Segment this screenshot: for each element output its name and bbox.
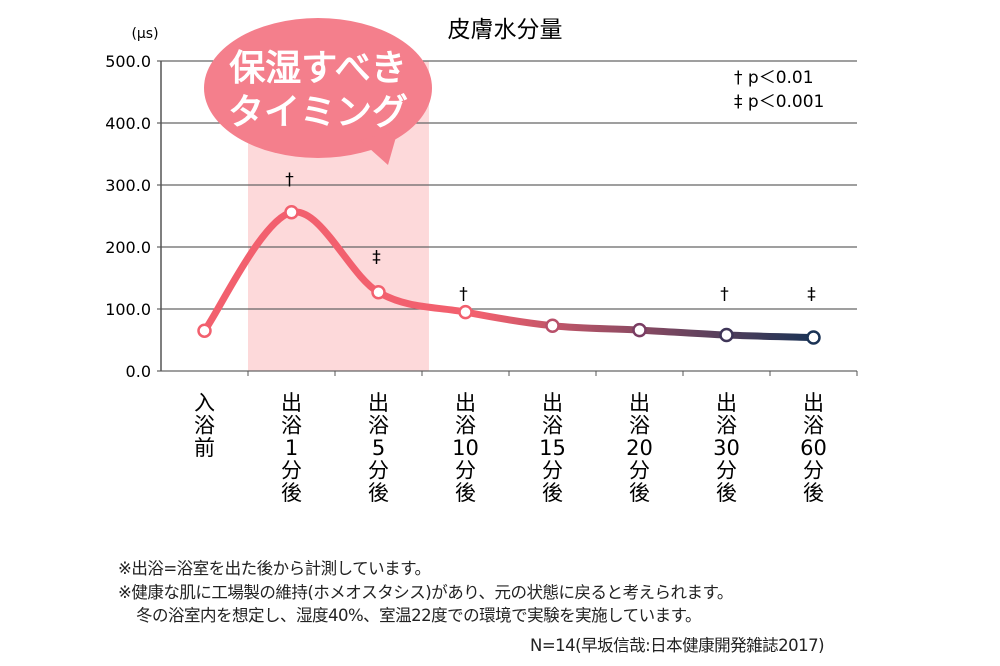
x-tick-label: 浴 <box>716 414 737 438</box>
data-point <box>197 323 212 338</box>
x-tick-label: 浴 <box>542 414 563 438</box>
x-tick-label: 浴 <box>803 414 824 438</box>
chart: 0.0 100.0 200.0 300.0 400.0 500.0 † ‡ † † ‡ 保湿すべき… <box>105 17 858 505</box>
x-tick-label: 後 <box>629 481 650 505</box>
callout-line-1: 保湿すべき <box>229 48 406 89</box>
x-tick-label: 出 <box>716 391 737 415</box>
x-tick-label: 出 <box>368 391 389 415</box>
note-1: ※出浴=浴室を出た後から計測しています。 <box>118 559 431 578</box>
data-point <box>806 330 821 345</box>
x-tick-label: 後 <box>803 481 824 505</box>
x-tick-label: 後 <box>368 481 389 505</box>
x-tick-label: 浴 <box>455 414 476 438</box>
x-tick-label: 分 <box>368 459 389 483</box>
x-tick-label: 60 <box>800 436 827 460</box>
chart-title: 皮膚水分量 <box>448 17 563 43</box>
source: N=14(早坂信哉:日本健康開発雑誌2017) <box>530 636 825 655</box>
x-tick-label: 30 <box>713 436 740 460</box>
y-tick-label: 400.0 <box>105 114 151 133</box>
significance-mark: † <box>285 170 294 190</box>
callout-bubble: 保湿すべき タイミング <box>204 18 432 165</box>
y-tick-label: 500.0 <box>105 52 151 71</box>
data-point <box>284 205 299 220</box>
y-tick-label: 100.0 <box>105 300 151 319</box>
x-tick-label: 1 <box>285 436 298 460</box>
x-tick-label: 5 <box>372 436 385 460</box>
x-tick-label: 15 <box>539 436 566 460</box>
significance-mark: ‡ <box>807 285 816 305</box>
y-unit-label: (μs) <box>131 26 158 42</box>
x-tick-label: 出 <box>281 391 302 415</box>
x-tick-label: 入 <box>194 391 215 415</box>
significance-mark: † <box>459 285 468 305</box>
x-tick-label: 浴 <box>368 414 389 438</box>
x-tick-label: 分 <box>542 459 563 483</box>
x-tick-label: 後 <box>542 481 563 505</box>
y-tick-label: 0.0 <box>126 362 151 381</box>
x-tick-label: 出 <box>455 391 476 415</box>
significance-mark: ‡ <box>372 248 381 268</box>
x-tick-label: 後 <box>455 481 476 505</box>
y-tick-label: 300.0 <box>105 176 151 195</box>
data-point <box>371 285 386 300</box>
callout-line-2: タイミング <box>228 92 408 133</box>
legend-item-1: ‡ p＜0.001 <box>734 92 824 112</box>
x-tick-label: 出 <box>803 391 824 415</box>
x-tick-label: 分 <box>281 459 302 483</box>
x-tick-label: 浴 <box>281 414 302 438</box>
data-point <box>545 318 560 333</box>
x-tick-label: 10 <box>452 436 479 460</box>
note-2: ※健康な肌に工場製の維持(ホメオスタシス)があり、元の状態に戻ると考えられます。 <box>118 583 733 602</box>
x-tick-label: 分 <box>455 459 476 483</box>
x-tick-label: 浴 <box>629 414 650 438</box>
x-tick-label: 浴 <box>194 414 215 438</box>
data-point <box>719 327 734 343</box>
x-tick-label: 後 <box>281 481 302 505</box>
x-tick-label: 前 <box>194 436 215 460</box>
y-tick-label: 200.0 <box>105 238 151 257</box>
x-tick-label: 出 <box>542 391 563 415</box>
data-point <box>458 304 473 320</box>
x-tick-label: 20 <box>626 436 653 460</box>
x-tick-label: 分 <box>803 459 824 483</box>
x-tick-label: 後 <box>716 481 737 505</box>
x-tick-label: 分 <box>716 459 737 483</box>
note-3: 冬の浴室内を想定し、湿度40%、室温22度での環境で実験を実施しています。 <box>136 606 702 625</box>
data-point <box>632 322 647 338</box>
x-tick-label: 分 <box>629 459 650 483</box>
significance-mark: † <box>720 285 729 305</box>
legend-item-0: † p＜0.01 <box>734 68 814 88</box>
x-tick-label: 出 <box>629 391 650 415</box>
